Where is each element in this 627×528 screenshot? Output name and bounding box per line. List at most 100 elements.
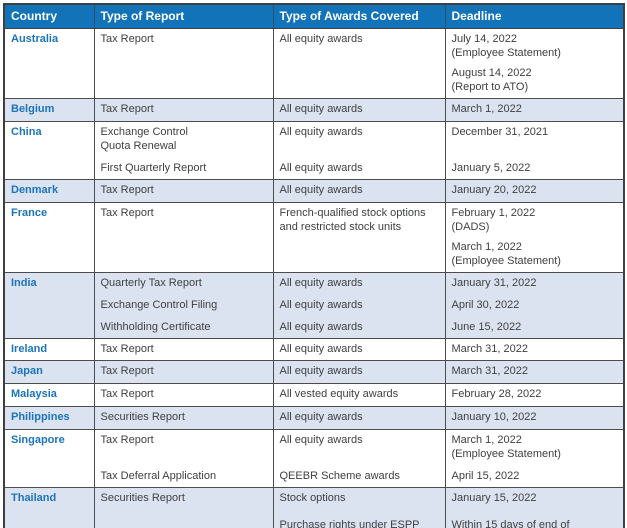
deadline-cell: February 28, 2022	[444, 383, 624, 407]
report-text: Quarterly Tax Report	[100, 277, 202, 289]
awards-cell: All equity awards	[272, 294, 445, 316]
awards-text: QEEBR Scheme awards	[279, 470, 400, 482]
deadline-text: January 15, 2022	[451, 492, 537, 504]
deadline-text: February 1, 2022 (DADS)	[451, 207, 536, 233]
report-text: Exchange Control Filing	[100, 299, 218, 311]
awards-cell: Purchase rights under ESPP	[272, 513, 445, 528]
awards-cell: French-qualified stock options and restr…	[272, 202, 445, 273]
table-row-malaysia: Malaysia Tax Report All vested equity aw…	[4, 383, 624, 407]
table-row-ireland: Ireland Tax Report All equity awards Mar…	[4, 338, 624, 361]
deadline-cell: January 20, 2022	[444, 179, 624, 203]
awards-text: All equity awards	[279, 184, 363, 196]
report-text: Tax Report	[100, 365, 154, 377]
report-cell: Quarterly Tax Report	[93, 272, 273, 294]
table-row-thailand: Thailand Securities Report Stock options…	[4, 487, 624, 528]
report-cell: Exchange Control Filing	[93, 294, 273, 316]
awards-cell: All vested equity awards	[272, 383, 445, 407]
awards-cell: All equity awards	[272, 338, 445, 361]
awards-text: All equity awards	[279, 103, 363, 115]
awards-cell: All equity awards	[272, 179, 445, 203]
report-text: Tax Report	[100, 207, 154, 219]
deadline-text: January 20, 2022	[451, 184, 537, 196]
report-cell: Tax Deferral Application	[93, 465, 273, 488]
report-text: Tax Report	[100, 343, 154, 355]
deadline-text: August 14, 2022 (Report to ATO)	[451, 67, 532, 93]
deadline-cell: March 31, 2022	[444, 360, 624, 384]
col-header-awards: Type of Awards Covered	[272, 4, 445, 29]
table-row-india: India Quarterly Tax Report All equity aw…	[4, 272, 624, 339]
country-name: Thailand	[11, 492, 57, 504]
table-subrow-india: Withholding Certificate All equity award…	[4, 316, 624, 339]
awards-text: French-qualified stock options and restr…	[279, 207, 426, 233]
report-text: Tax Report	[100, 103, 154, 115]
country-cell: Philippines	[4, 406, 94, 430]
country-name: Singapore	[11, 434, 65, 446]
report-cell: Tax Report	[93, 202, 273, 273]
report-cell: Exchange Control Quota Renewal	[93, 121, 273, 157]
compliance-table-container: Country Type of Report Type of Awards Co…	[3, 3, 625, 528]
report-cell: First Quarterly Report	[93, 157, 273, 180]
awards-text: All equity awards	[279, 126, 363, 138]
table-row-china: China Exchange Control Quota Renewal All…	[4, 121, 624, 180]
deadline-text: December 31, 2021	[451, 126, 549, 138]
deadline-cell: December 31, 2021	[444, 121, 624, 157]
country-name: Malaysia	[11, 388, 57, 400]
country-cell: Singapore	[4, 429, 94, 488]
deadline-text: April 30, 2022	[451, 299, 520, 311]
deadline-text: January 31, 2022	[451, 277, 537, 289]
table-subrow-india: Exchange Control Filing All equity award…	[4, 294, 624, 316]
awards-cell: All equity awards	[272, 272, 445, 294]
table-row-philippines: Philippines Securities Report All equity…	[4, 406, 624, 430]
table-row-australia: Australia Tax Report All equity awards J…	[4, 28, 624, 99]
deadline-cell: Within 15 days of end of purchase period	[444, 513, 624, 528]
report-text: Tax Report	[100, 33, 154, 45]
table-subrow-singapore: Tax Deferral Application QEEBR Scheme aw…	[4, 465, 624, 488]
report-cell: Tax Report	[93, 28, 273, 99]
report-cell: Tax Report	[93, 179, 273, 203]
country-cell: Denmark	[4, 179, 94, 203]
country-cell: Ireland	[4, 338, 94, 361]
awards-cell: All equity awards	[272, 28, 445, 99]
awards-cell: All equity awards	[272, 316, 445, 339]
report-text: Securities Report	[100, 411, 185, 423]
country-cell: Australia	[4, 28, 94, 99]
report-cell: Tax Report	[93, 338, 273, 361]
report-text: First Quarterly Report	[100, 162, 207, 174]
report-text: Tax Report	[100, 184, 154, 196]
country-cell: Japan	[4, 360, 94, 384]
deadline-cell: January 5, 2022	[444, 157, 624, 180]
report-cell: Tax Report	[93, 360, 273, 384]
deadline-cell: January 31, 2022	[444, 272, 624, 294]
awards-cell: QEEBR Scheme awards	[272, 465, 445, 488]
deadline-cell: June 15, 2022	[444, 316, 624, 339]
deadline-cell: April 30, 2022	[444, 294, 624, 316]
report-text: Tax Report	[100, 434, 154, 446]
col-header-report: Type of Report	[93, 4, 273, 29]
deadline-text: January 5, 2022	[451, 162, 531, 174]
deadline-cell: January 15, 2022	[444, 487, 624, 514]
deadline-cell: April 15, 2022	[444, 465, 624, 488]
deadline-text: April 15, 2022	[451, 470, 520, 482]
report-cell	[93, 513, 273, 528]
awards-text: Stock options	[279, 492, 346, 504]
header-row: Country Type of Report Type of Awards Co…	[4, 4, 624, 29]
awards-cell: All equity awards	[272, 157, 445, 180]
deadline-cell: January 10, 2022	[444, 406, 624, 430]
country-name: Belgium	[11, 103, 55, 115]
awards-text: Purchase rights under ESPP	[279, 518, 420, 528]
deadline-cell: July 14, 2022 (Employee Statement) Augus…	[444, 28, 624, 99]
deadline-text: June 15, 2022	[451, 321, 522, 333]
awards-text: All equity awards	[279, 434, 363, 446]
report-cell: Tax Report	[93, 383, 273, 407]
country-name: Australia	[11, 33, 59, 45]
awards-text: All equity awards	[279, 33, 363, 45]
awards-cell: All equity awards	[272, 429, 445, 465]
deadline-text: March 1, 2022 (Employee Statement)	[451, 241, 561, 267]
country-cell: China	[4, 121, 94, 180]
deadline-text: July 14, 2022 (Employee Statement)	[451, 33, 561, 59]
report-text: Exchange Control Quota Renewal	[100, 126, 188, 152]
deadline-text: January 10, 2022	[451, 411, 537, 423]
deadline-cell: February 1, 2022 (DADS) March 1, 2022 (E…	[444, 202, 624, 273]
awards-text: All equity awards	[279, 343, 363, 355]
awards-cell: Stock options	[272, 487, 445, 514]
